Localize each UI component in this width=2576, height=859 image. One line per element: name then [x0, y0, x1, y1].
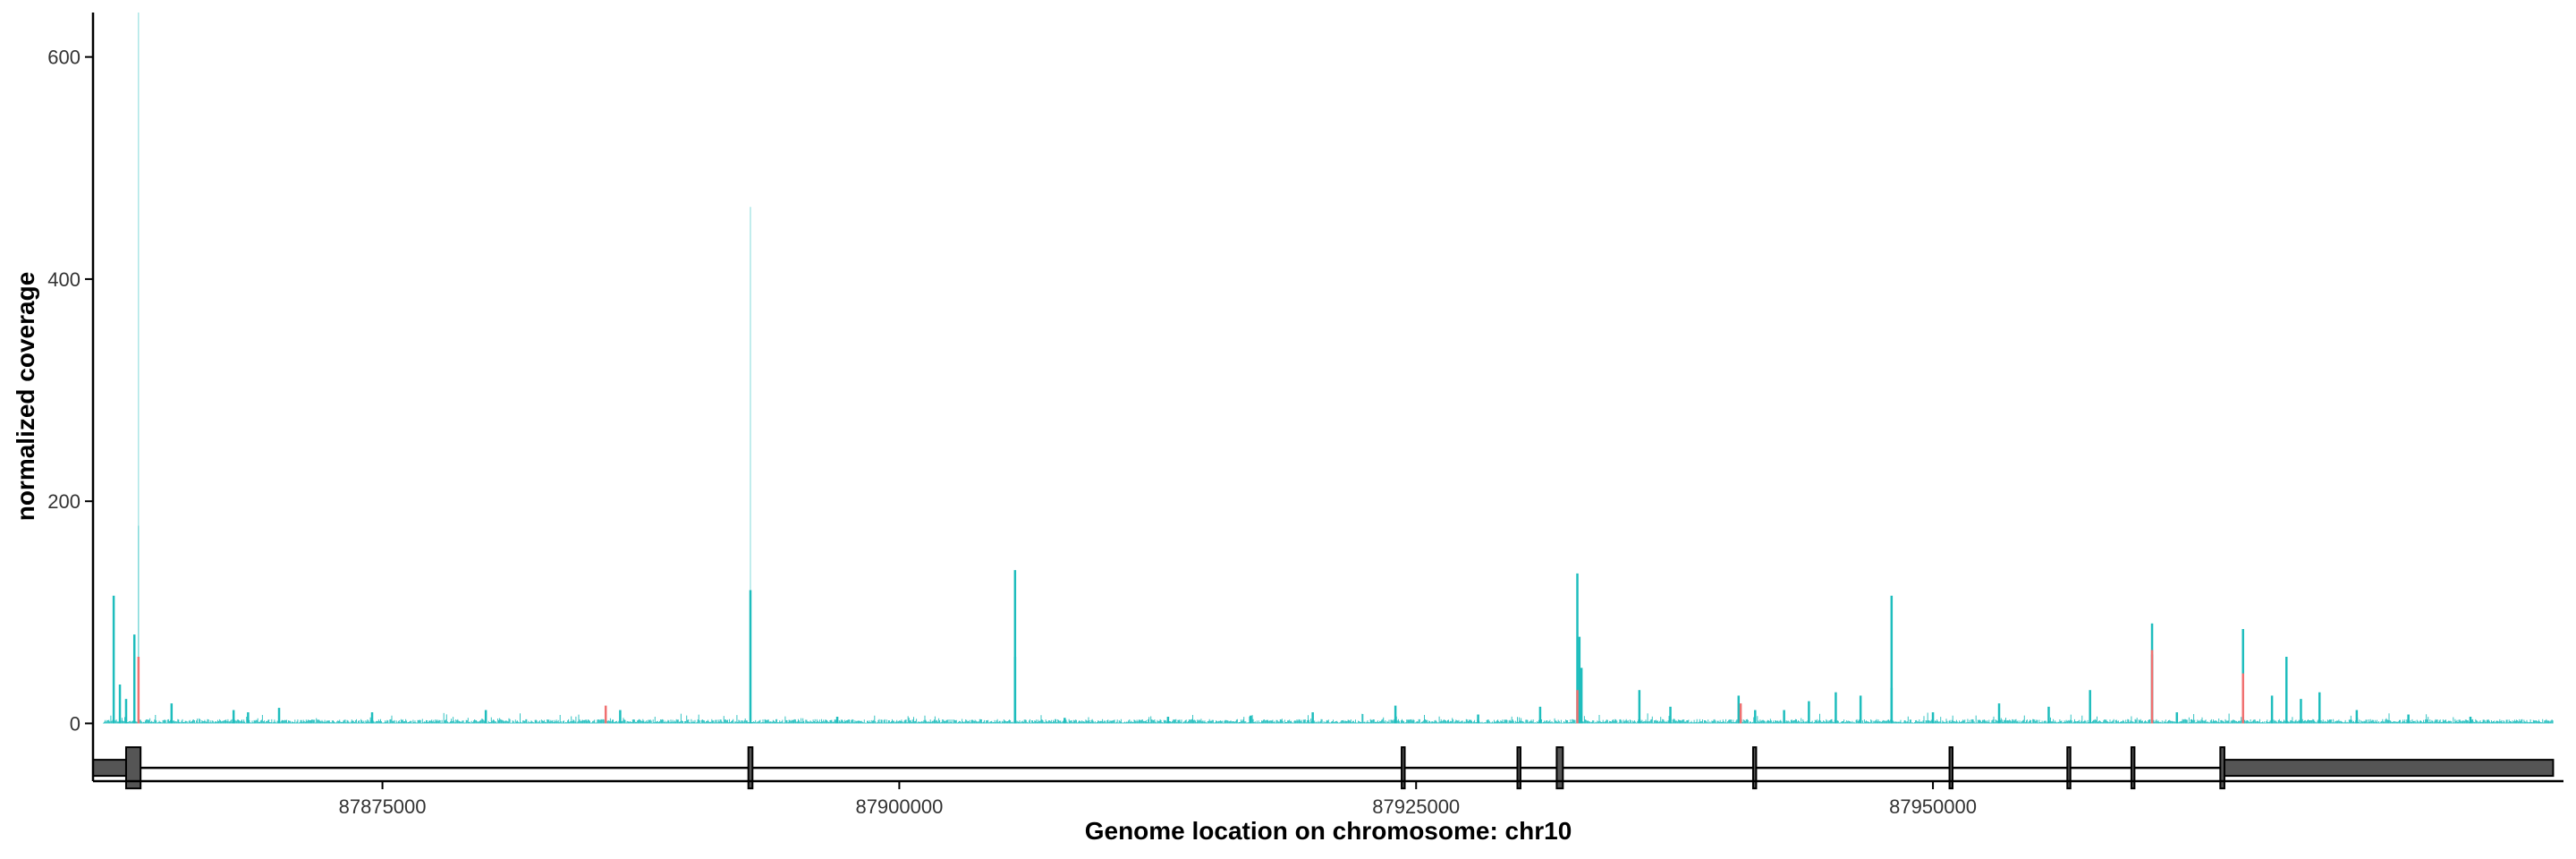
exon-utr [92, 759, 127, 778]
x-tick-label: 87875000 [339, 795, 427, 818]
exon-cds [1516, 746, 1521, 790]
coverage-series-1 [137, 650, 2244, 724]
x-tick-label: 87900000 [855, 795, 943, 818]
exon-utr [2223, 759, 2555, 778]
exon-cds [1751, 746, 1758, 790]
exon-cds [124, 746, 142, 790]
exon-cds [747, 746, 754, 790]
x-tick-label: 87925000 [1372, 795, 1460, 818]
gene-model [92, 746, 2555, 790]
exon-cds [2130, 746, 2136, 790]
coverage-tracks [103, 13, 2554, 724]
x-tick-label: 87950000 [1889, 795, 1977, 818]
x-axis-ticks: 87875000 87900000 87925000 87950000 [339, 781, 1977, 818]
exon-cds [2066, 746, 2072, 790]
exon-cds [1948, 746, 1954, 790]
coverage-baseline [103, 712, 2554, 724]
exon-cds [1555, 746, 1564, 790]
y-axis-ticks: 0 200 400 600 [47, 47, 93, 735]
coverage-series-0 [103, 13, 2554, 724]
y-tick-label: 400 [47, 268, 80, 291]
x-axis-title: Genome location on chromosome: chr10 [1085, 817, 1572, 845]
y-tick-label: 600 [47, 47, 80, 69]
y-axis-title: normalized coverage [12, 272, 39, 522]
exon-cds [1401, 746, 1406, 790]
y-tick-label: 0 [70, 712, 80, 735]
y-tick-label: 200 [47, 490, 80, 513]
